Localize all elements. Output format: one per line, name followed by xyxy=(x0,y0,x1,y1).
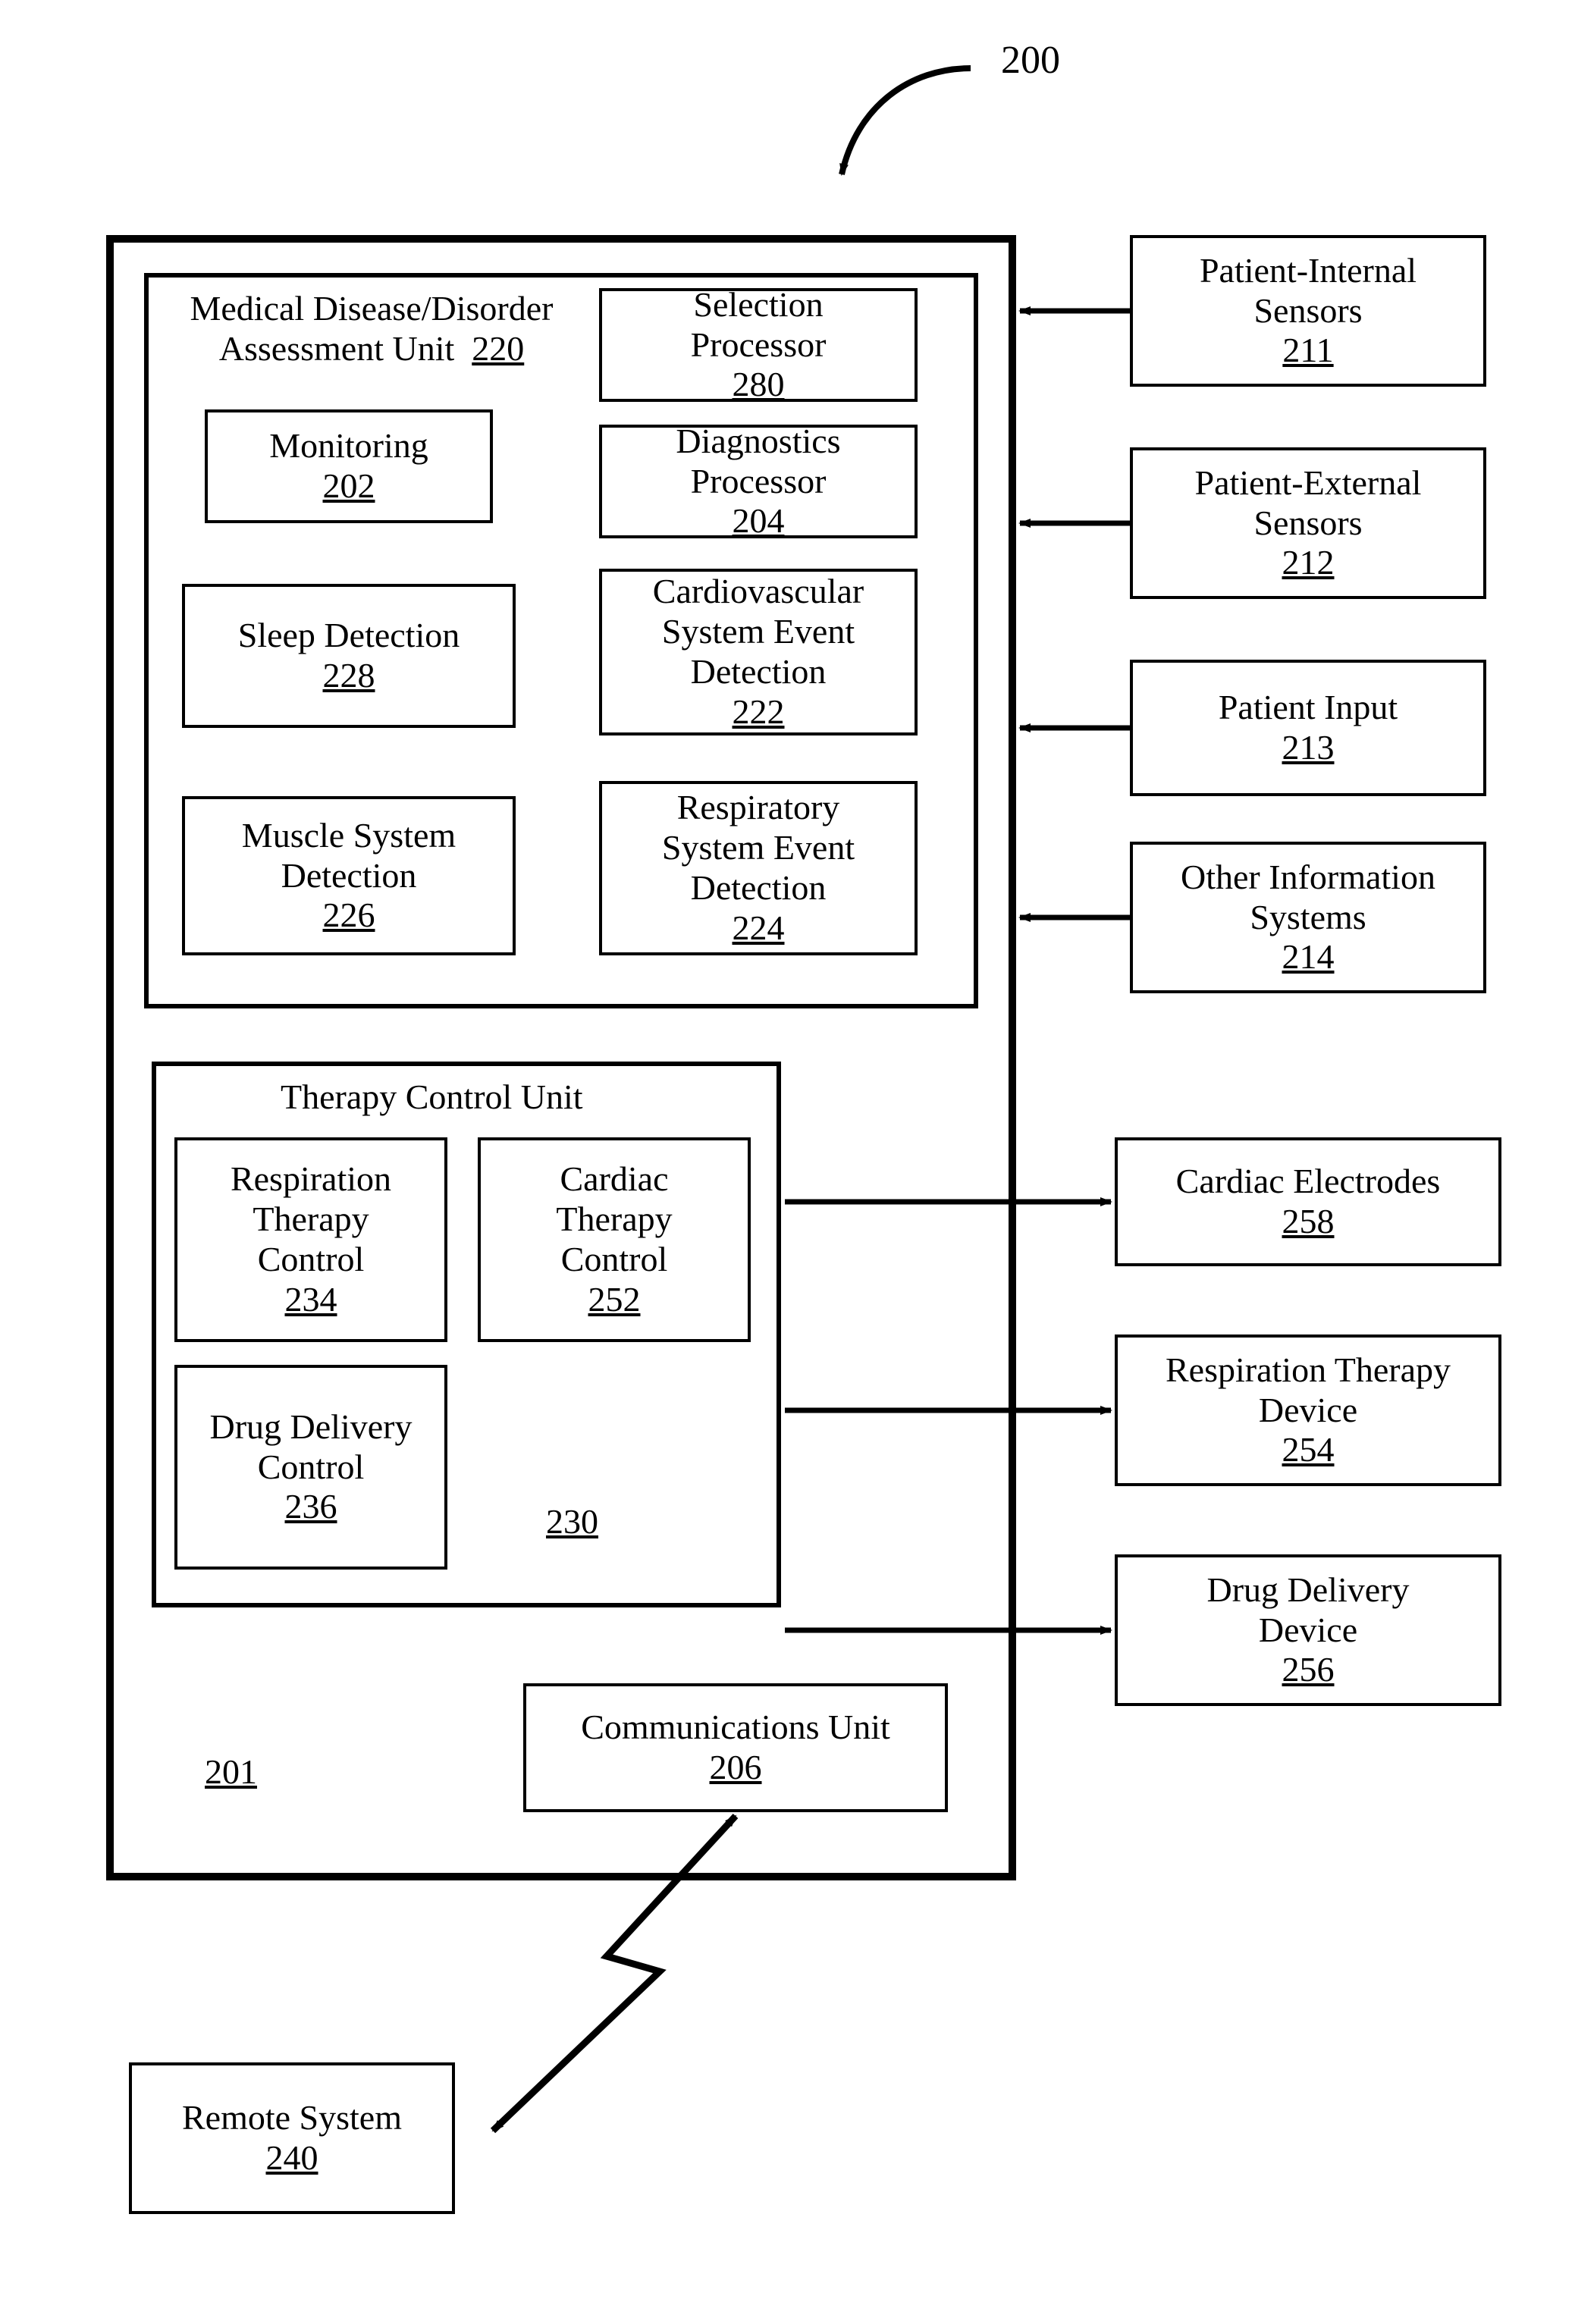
assessment-cardio-ref: 222 xyxy=(733,692,785,732)
remote-system-inner-ref: 240 xyxy=(266,2138,318,2178)
main-frame-ref: 201 xyxy=(205,1752,257,1792)
assessment-resp-label: Detection xyxy=(691,868,827,908)
comms-unit-inner-ref: 206 xyxy=(710,1748,762,1788)
assessment-sleep: Sleep Detection228 xyxy=(182,584,516,728)
therapy-resp_ctrl-ref: 234 xyxy=(285,1280,337,1320)
therapy-cardiac-label: Therapy xyxy=(556,1200,672,1240)
assessment-muscle-ref: 226 xyxy=(323,895,375,936)
therapy-drug-label: Control xyxy=(258,1447,365,1488)
assessment-diagnostics-ref: 204 xyxy=(733,501,785,541)
output-rdev-label: Respiration Therapy xyxy=(1166,1350,1451,1391)
assessment-diagnostics: DiagnosticsProcessor204 xyxy=(599,425,918,538)
input-pinput-ref: 213 xyxy=(1282,728,1335,768)
assessment-muscle-label: Detection xyxy=(281,856,417,896)
output-elec: Cardiac Electrodes258 xyxy=(1115,1137,1501,1266)
output-rdev-ref: 254 xyxy=(1282,1430,1335,1470)
assessment-muscle-label: Muscle System xyxy=(242,816,456,856)
output-elec-label: Cardiac Electrodes xyxy=(1176,1162,1441,1202)
assessment-sleep-ref: 228 xyxy=(323,656,375,696)
assessment-resp: RespiratorySystem EventDetection224 xyxy=(599,781,918,955)
assessment-diagnostics-label: Diagnostics xyxy=(676,422,840,462)
assessment-sleep-label: Sleep Detection xyxy=(238,616,460,656)
assessment-monitoring: Monitoring202 xyxy=(205,409,493,523)
therapy-unit-ref: 230 xyxy=(546,1501,598,1541)
assessment-selection: SelectionProcessor280 xyxy=(599,288,918,402)
therapy-cardiac: CardiacTherapyControl252 xyxy=(478,1137,751,1342)
assessment-selection-ref: 280 xyxy=(733,365,785,405)
assessment-unit-title-line: Assessment Unit 220 xyxy=(174,328,569,369)
input-pinput: Patient Input213 xyxy=(1130,660,1486,796)
assessment-cardio: CardiovascularSystem EventDetection222 xyxy=(599,569,918,735)
output-ddev-label: Device xyxy=(1259,1610,1357,1651)
remote-system-inner-label: Remote System xyxy=(182,2098,402,2138)
input-pext: Patient-ExternalSensors212 xyxy=(1130,447,1486,599)
input-other-label: Other Information xyxy=(1181,858,1435,898)
input-pext-ref: 212 xyxy=(1282,543,1335,583)
output-rdev-label: Device xyxy=(1259,1391,1357,1431)
input-other-ref: 214 xyxy=(1282,937,1335,977)
diagram-canvas: 200 201 Medical Disease/DisorderAssessme… xyxy=(0,0,1575,2324)
input-pint-label: Patient-Internal xyxy=(1200,251,1417,291)
remote-system-inner: Remote System240 xyxy=(129,2062,455,2214)
assessment-selection-label: Selection xyxy=(693,285,823,325)
therapy-drug-label: Drug Delivery xyxy=(210,1407,413,1447)
assessment-selection-label: Processor xyxy=(691,325,827,365)
comms-unit-inner-label: Communications Unit xyxy=(581,1708,890,1748)
assessment-resp-label: System Event xyxy=(662,828,855,868)
input-pint: Patient-InternalSensors211 xyxy=(1130,235,1486,387)
comms-unit-inner: Communications Unit206 xyxy=(523,1683,948,1812)
assessment-cardio-label: System Event xyxy=(662,612,855,652)
therapy-drug-ref: 236 xyxy=(285,1487,337,1527)
therapy-unit-title: Therapy Control Unit xyxy=(281,1077,583,1117)
output-ddev-label: Drug Delivery xyxy=(1207,1570,1410,1610)
input-other: Other InformationSystems214 xyxy=(1130,842,1486,993)
therapy-cardiac-label: Control xyxy=(561,1240,668,1280)
output-elec-ref: 258 xyxy=(1282,1202,1335,1242)
output-ddev: Drug DeliveryDevice256 xyxy=(1115,1554,1501,1706)
assessment-monitoring-label: Monitoring xyxy=(269,426,428,466)
therapy-cardiac-ref: 252 xyxy=(588,1280,641,1320)
input-pint-ref: 211 xyxy=(1282,331,1333,371)
output-ddev-ref: 256 xyxy=(1282,1650,1335,1690)
assessment-unit-title-line: Medical Disease/Disorder xyxy=(174,288,569,328)
assessment-cardio-label: Cardiovascular xyxy=(653,572,864,612)
input-pinput-label: Patient Input xyxy=(1219,688,1398,728)
assessment-resp-ref: 224 xyxy=(733,908,785,949)
assessment-unit-title: Medical Disease/DisorderAssessment Unit … xyxy=(174,288,569,369)
therapy-resp_ctrl: RespirationTherapyControl234 xyxy=(174,1137,447,1342)
assessment-monitoring-ref: 202 xyxy=(323,466,375,507)
therapy-drug: Drug DeliveryControl236 xyxy=(174,1365,447,1570)
assessment-diagnostics-label: Processor xyxy=(691,462,827,502)
input-pext-label: Patient-External xyxy=(1195,463,1422,503)
assessment-cardio-label: Detection xyxy=(691,652,827,692)
therapy-cardiac-label: Cardiac xyxy=(560,1159,668,1200)
assessment-unit-ref: 220 xyxy=(472,329,524,368)
assessment-resp-label: Respiratory xyxy=(677,788,840,828)
input-pint-label: Sensors xyxy=(1253,291,1362,331)
output-rdev: Respiration TherapyDevice254 xyxy=(1115,1334,1501,1486)
figure-ref-200: 200 xyxy=(1001,38,1060,83)
therapy-resp_ctrl-label: Therapy xyxy=(253,1200,369,1240)
therapy-resp_ctrl-label: Respiration xyxy=(231,1159,391,1200)
input-pext-label: Sensors xyxy=(1253,503,1362,544)
input-other-label: Systems xyxy=(1250,898,1366,938)
therapy-resp_ctrl-label: Control xyxy=(258,1240,365,1280)
assessment-muscle: Muscle SystemDetection226 xyxy=(182,796,516,955)
